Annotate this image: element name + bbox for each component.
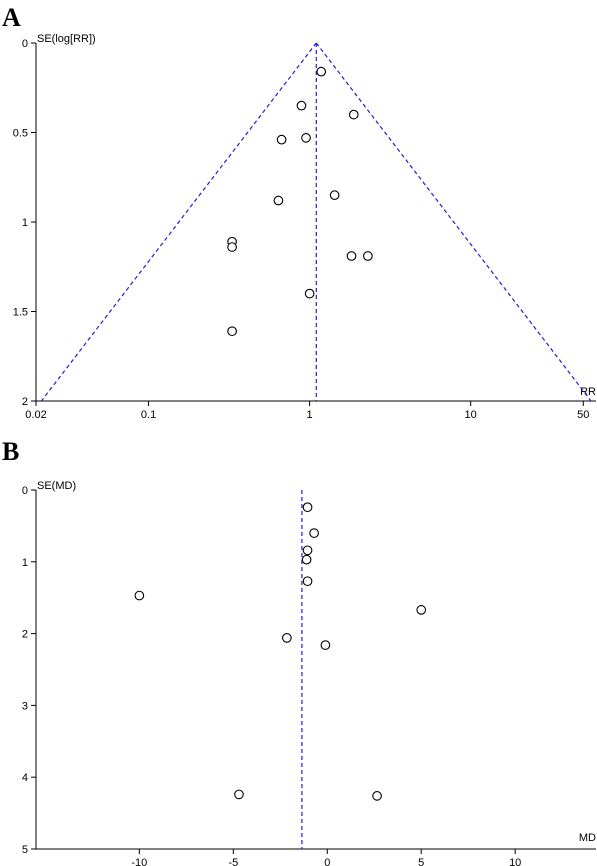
study-point — [372, 791, 382, 801]
panel-b-letter: B — [2, 437, 19, 466]
x-tick-label: -10 — [131, 857, 147, 866]
study-point — [301, 554, 312, 565]
study-point — [227, 326, 237, 337]
study-point — [302, 545, 313, 556]
study-point — [302, 502, 313, 513]
study-point — [276, 134, 287, 145]
x-tick-label: 1 — [307, 409, 313, 421]
study-point — [304, 288, 315, 299]
panel-a-x-axis-title: RR — [580, 386, 596, 398]
y-tick-label: 4 — [22, 772, 28, 784]
y-tick-label: 1 — [22, 217, 28, 229]
study-point — [227, 242, 237, 252]
study-point — [363, 251, 373, 261]
study-point — [134, 590, 145, 601]
funnel-right-limit — [315, 42, 592, 402]
y-tick-label: 2 — [22, 396, 28, 408]
study-point — [302, 576, 313, 587]
x-tick-label: 0.1 — [141, 409, 156, 421]
study-point — [346, 251, 357, 261]
x-tick-label: 10 — [509, 857, 521, 866]
panel-a-y-ticks: 0 0.5 1 1.5 2 — [13, 38, 36, 408]
study-point — [273, 195, 284, 206]
panel-b-y-ticks: 0 1 2 3 4 5 — [22, 485, 36, 856]
panel-b-x-ticks: -10 -5 0 5 10 — [131, 849, 521, 866]
panel-a-study-points — [227, 66, 373, 337]
panel-a-funnel-plot: A SE(log[RR]) RR 0 0.5 1 1.5 2 0.02 0.1 1 10 50 — [2, 3, 596, 421]
y-tick-label: 3 — [22, 700, 28, 712]
x-tick-label: -5 — [228, 857, 238, 866]
study-point — [416, 605, 427, 615]
x-tick-label: 0.02 — [25, 409, 46, 421]
panel-a-y-axis-title: SE(log[RR]) — [37, 33, 96, 45]
x-tick-label: 50 — [577, 409, 589, 421]
y-tick-label: 0 — [22, 485, 28, 497]
panel-a-funnel-lines — [40, 42, 592, 402]
panel-b-x-axis-title: MD — [579, 832, 596, 844]
panel-a-letter: A — [2, 3, 21, 32]
study-point — [296, 100, 307, 111]
panel-a-x-ticks: 0.02 0.1 1 10 50 — [25, 401, 589, 421]
study-point — [320, 640, 331, 650]
y-tick-label: 1.5 — [13, 307, 28, 319]
y-tick-label: 0.5 — [13, 128, 28, 140]
y-tick-label: 1 — [22, 557, 28, 569]
study-point — [309, 528, 319, 538]
panel-b-y-axis-title: SE(MD) — [37, 480, 76, 492]
funnel-left-limit — [40, 42, 317, 402]
study-point — [282, 633, 292, 643]
study-point — [316, 66, 327, 77]
y-tick-label: 5 — [22, 844, 28, 856]
y-tick-label: 2 — [22, 629, 28, 641]
panel-b-study-points — [134, 502, 427, 801]
x-tick-label: 5 — [418, 857, 424, 866]
y-tick-label: 0 — [22, 38, 28, 50]
panel-b-funnel-plot: B SE(MD) MD 0 1 2 3 4 5 -10 -5 0 5 10 — [2, 437, 596, 866]
x-tick-label: 0 — [324, 857, 330, 866]
study-point — [329, 190, 340, 200]
study-point — [234, 789, 244, 800]
x-tick-label: 10 — [465, 409, 477, 421]
study-point — [301, 133, 311, 143]
study-point — [348, 109, 359, 120]
